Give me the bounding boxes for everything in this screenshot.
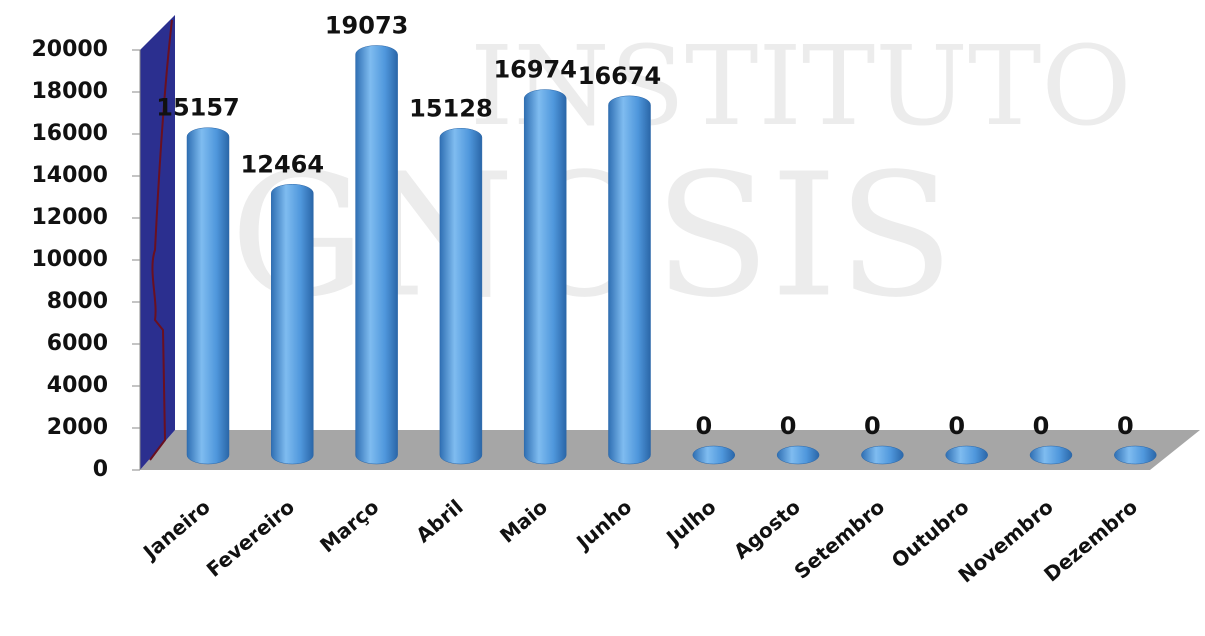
wall-decoration (149, 19, 173, 461)
watermark: GNOSIS (230, 137, 954, 335)
x-tick-label: Março (315, 495, 383, 558)
value-label: 0 (864, 412, 881, 440)
x-tick-label: Fevereiro (202, 495, 299, 582)
bar (608, 95, 651, 465)
x-tick-label: Maio (495, 495, 552, 548)
value-label: 12464 (241, 150, 325, 178)
value-label: 15157 (156, 94, 240, 122)
x-tick-label: Abril (411, 495, 467, 548)
x-tick-label: Janeiro (137, 495, 215, 566)
x-tick-label: Agosto (729, 495, 805, 564)
bar (861, 445, 904, 465)
x-tick-label: Julho (660, 495, 720, 551)
x-tick-label: Junho (570, 495, 636, 556)
y-tick-label: 18000 (31, 79, 108, 104)
back-wall (140, 15, 175, 470)
y-tick-label: 10000 (31, 247, 108, 272)
value-label: 19073 (325, 11, 409, 39)
value-label: 0 (1117, 412, 1134, 440)
watermark: INSTITUTO (470, 22, 1132, 150)
value-label: 15128 (409, 94, 493, 122)
x-tick-label: Setembro (790, 495, 890, 584)
bar (271, 184, 314, 465)
value-label: 16674 (578, 62, 662, 90)
bar (355, 45, 398, 465)
bar (776, 445, 820, 465)
bar (186, 127, 230, 465)
value-label: 0 (948, 412, 965, 440)
bar (692, 445, 736, 465)
y-tick-label: 12000 (31, 205, 108, 230)
y-tick-label: 14000 (31, 163, 108, 188)
x-tick-label: Dezembro (1039, 495, 1142, 587)
x-tick-label: Outubro (887, 495, 974, 573)
y-tick-label: 0 (93, 457, 108, 482)
floor (140, 430, 1200, 470)
value-label: 0 (780, 412, 797, 440)
value-label: 0 (1033, 412, 1050, 440)
bar (1029, 445, 1073, 465)
y-tick-label: 4000 (47, 373, 108, 398)
value-label: 0 (695, 412, 712, 440)
y-tick-label: 6000 (47, 331, 108, 356)
y-tick-label: 20000 (31, 37, 108, 62)
bar (439, 128, 483, 465)
y-tick-label: 16000 (31, 121, 108, 146)
bar (523, 89, 567, 465)
value-label: 16974 (493, 56, 577, 84)
bar (1114, 445, 1157, 465)
bar (945, 445, 988, 465)
y-tick-label: 8000 (47, 289, 108, 314)
y-tick-label: 2000 (47, 415, 108, 440)
